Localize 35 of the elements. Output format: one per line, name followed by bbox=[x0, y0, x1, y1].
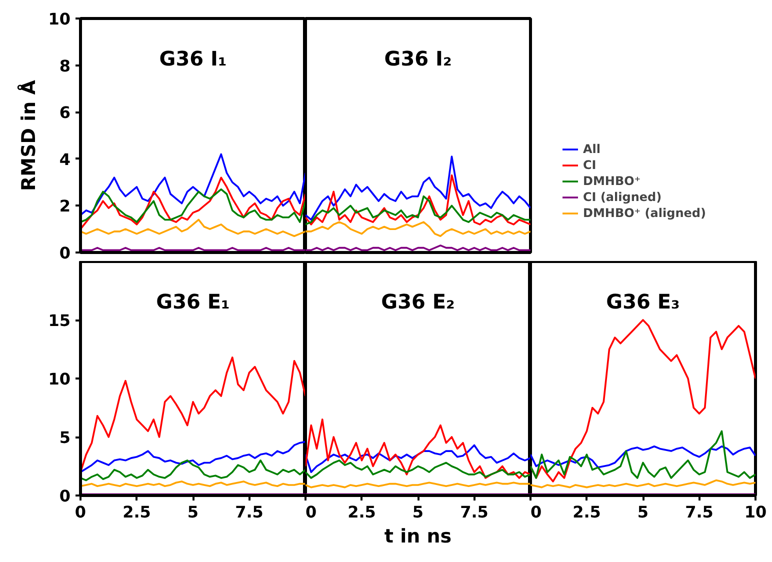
x-tick-label: 7.5 bbox=[685, 502, 714, 522]
y-tick-label: 10 bbox=[48, 370, 70, 388]
y-tick-label: 15 bbox=[48, 311, 70, 330]
x-tick-label: 5 bbox=[637, 502, 649, 522]
y-tick-label: 6 bbox=[59, 103, 71, 122]
legend-label: DMHBO⁺ bbox=[583, 174, 641, 188]
y-tick-label: 2 bbox=[59, 196, 71, 216]
text: G36 E₁ bbox=[156, 289, 230, 314]
y-tick-label: 0 bbox=[59, 486, 71, 506]
y-tick-label: 0 bbox=[59, 244, 71, 262]
x-tick-label: 5 bbox=[187, 502, 199, 522]
x-axis-title: t in ns bbox=[384, 526, 452, 548]
x-tick-label: 10 bbox=[744, 502, 767, 522]
y-tick-label: 10 bbox=[48, 10, 70, 28]
legend-label: CI (aligned) bbox=[583, 190, 662, 204]
legend-label: DMHBO⁺ (aligned) bbox=[583, 206, 706, 220]
y-tick-label: 5 bbox=[59, 428, 71, 447]
x-tick-label: 2.5 bbox=[348, 502, 376, 522]
y-tick-label: 4 bbox=[59, 150, 71, 169]
x-tick-label: 0 bbox=[306, 502, 317, 522]
text: G36 E₃ bbox=[606, 289, 680, 314]
text: G36 I₂ bbox=[384, 46, 452, 70]
legend-label: CI bbox=[583, 158, 598, 172]
x-tick-label: 7.5 bbox=[460, 502, 488, 522]
x-tick-label: 7.5 bbox=[235, 502, 264, 522]
legend-label: All bbox=[583, 142, 602, 156]
y-axis-title: RMSD in Å bbox=[17, 80, 40, 191]
x-tick-label: 0 bbox=[74, 502, 86, 522]
x-tick-label: 0 bbox=[530, 502, 542, 522]
text: G36 E₂ bbox=[381, 289, 455, 314]
x-tick-label: 2.5 bbox=[122, 502, 151, 522]
x-tick-label: 5 bbox=[412, 502, 424, 522]
text: G36 I₁ bbox=[159, 46, 227, 70]
y-tick-label: 8 bbox=[59, 56, 71, 76]
x-tick-label: 2.5 bbox=[572, 502, 601, 522]
